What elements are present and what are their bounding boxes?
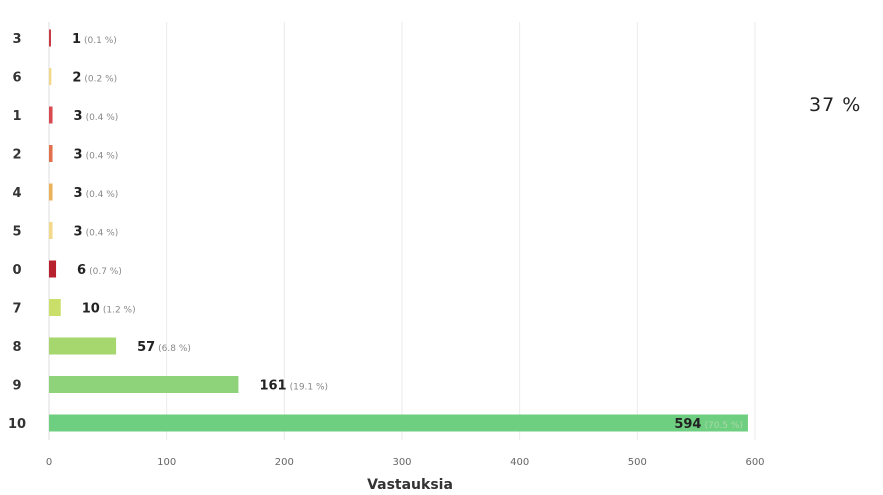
value-label: 3 (0.4 %) — [74, 109, 119, 124]
bar — [49, 145, 53, 162]
category-label: 7 — [12, 302, 21, 317]
category-label: 9 — [12, 379, 21, 394]
bar — [49, 183, 53, 201]
x-tick-label: 600 — [745, 457, 764, 468]
bar — [49, 376, 239, 393]
x-tick-label: 100 — [157, 457, 176, 468]
x-tick-label: 0 — [46, 457, 52, 468]
x-tick-labels: 0 100 200 300 400 500 600 — [46, 457, 765, 468]
category-label: 1 — [12, 109, 21, 124]
value-labels: 1 (0.1 %) 2 (0.2 %) 3 (0.4 %) 3 (0.4 %) 3 (0.4 %)… — [72, 32, 743, 432]
gridlines — [48, 22, 756, 440]
side-percentage-text: 37 % — [809, 94, 862, 116]
x-axis-title: Vastauksia — [367, 477, 453, 493]
value-label: 1 (0.1 %) — [72, 32, 117, 47]
bar — [49, 106, 53, 124]
bar — [49, 337, 117, 355]
value-label: 3 (0.4 %) — [74, 225, 119, 240]
bar — [49, 414, 748, 432]
value-label: 6 (0.7 %) — [77, 263, 122, 278]
x-tick-label: 200 — [275, 457, 294, 468]
value-label: 594 (70.5 %) — [674, 417, 743, 432]
category-label: 8 — [12, 340, 21, 355]
bar — [49, 299, 61, 316]
value-label: 3 (0.4 %) — [74, 148, 119, 163]
value-label: 3 (0.4 %) — [74, 186, 119, 201]
category-label: 4 — [12, 186, 21, 201]
value-label: 57 (6.8 %) — [137, 340, 191, 355]
x-tick-label: 300 — [392, 457, 411, 468]
category-label: 5 — [12, 225, 21, 240]
bar — [49, 68, 52, 85]
value-label: 161 (19.1 %) — [259, 379, 328, 394]
category-labels: 3 6 1 2 4 5 0 7 8 9 10 — [8, 32, 26, 432]
value-label: 10 (1.2 %) — [82, 302, 136, 317]
x-tick-label: 400 — [510, 457, 529, 468]
value-label: 2 (0.2 %) — [72, 71, 117, 86]
bars — [49, 29, 748, 432]
category-label: 10 — [8, 417, 26, 432]
bar — [49, 29, 51, 47]
x-tick-label: 500 — [628, 457, 647, 468]
category-label: 6 — [12, 71, 21, 86]
category-label: 0 — [12, 263, 21, 278]
bar — [49, 222, 53, 239]
category-label: 3 — [12, 32, 21, 47]
bar — [49, 260, 57, 278]
category-label: 2 — [12, 148, 21, 163]
